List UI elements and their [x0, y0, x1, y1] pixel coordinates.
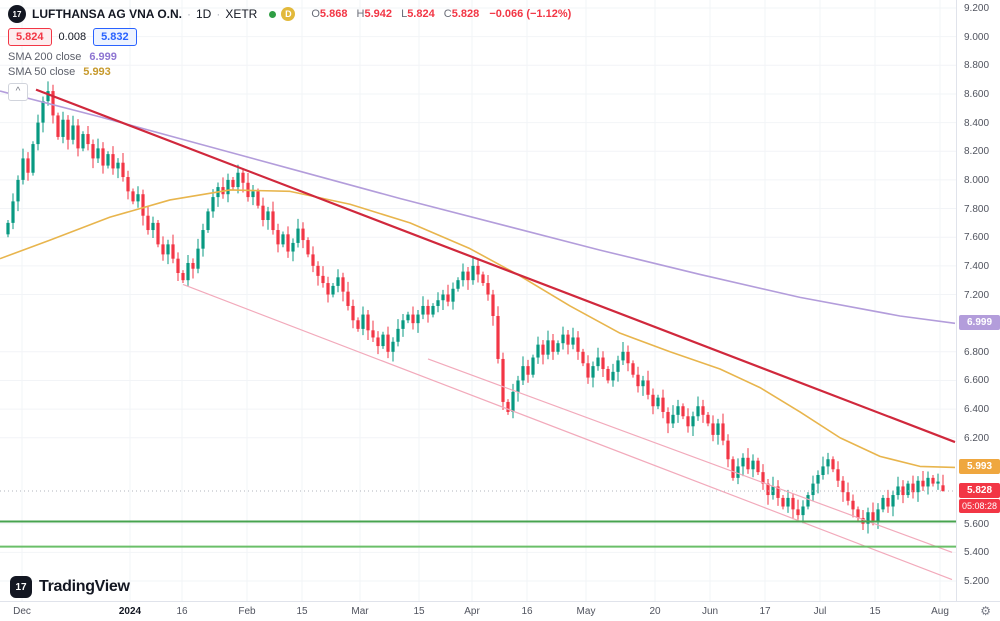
time-axis-label: Dec [13, 606, 31, 617]
time-axis-label: 15 [413, 606, 425, 617]
sma50-label: SMA 50 close [8, 66, 76, 78]
price-axis-label: 6.800 [964, 346, 990, 358]
time-axis-label: 16 [521, 606, 533, 617]
ohlc-readout: O5.868 H5.942 L5.824 C5.828 −0.066 (−1.1… [305, 8, 571, 20]
price-axis-label: 7.600 [964, 232, 990, 244]
chart-legend: 17 LUFTHANSA AG VNA O.N. · 1D · XETR D O… [8, 5, 571, 101]
high-value: 5.942 [364, 8, 392, 20]
sma50-value: 5.993 [83, 66, 111, 78]
price-axis-label: 6.200 [964, 432, 990, 444]
axis-settings-gear-icon[interactable]: ⚙ [980, 604, 991, 618]
candlestick-chart[interactable] [0, 0, 956, 601]
price-axis-label: 8.200 [964, 146, 990, 158]
ask-price[interactable]: 5.832 [93, 28, 137, 46]
legend-collapse-button[interactable]: ^ [8, 83, 28, 101]
low-value: 5.824 [407, 8, 435, 20]
price-axis-label: 8.400 [964, 117, 990, 129]
exchange[interactable]: XETR [225, 7, 258, 21]
tradingview-mini-logo-icon[interactable]: 17 [8, 5, 26, 23]
time-axis-label: 16 [176, 606, 188, 617]
price-axis-label: 5.400 [964, 547, 990, 559]
sma200-price-badge: 6.999 [959, 315, 1000, 331]
price-axis-label: 5.600 [964, 518, 990, 530]
market-status-dot-icon [269, 10, 277, 18]
sma200-value: 6.999 [89, 51, 117, 63]
price-axis-label: 8.800 [964, 60, 990, 72]
change-value: −0.066 (−1.12%) [489, 8, 572, 20]
close-value: 5.828 [451, 8, 480, 20]
time-axis-label: 15 [296, 606, 308, 617]
timeframe[interactable]: 1D [196, 7, 212, 21]
price-axis-label: 7.200 [964, 289, 990, 301]
time-axis-label: Mar [351, 606, 369, 617]
sma200-label: SMA 200 close [8, 51, 82, 63]
price-axis-label: 8.000 [964, 174, 990, 186]
price-axis-label: 8.600 [964, 88, 990, 100]
separator: · [187, 7, 191, 21]
chevron-up-icon: ^ [15, 86, 21, 97]
time-axis-label: Aug [931, 606, 949, 617]
time-axis-label: May [576, 606, 596, 617]
open-label: O [311, 8, 320, 20]
tradingview-logo-icon: 17 [10, 576, 32, 598]
time-axis-label: Apr [464, 606, 480, 617]
indicator-row-sma50[interactable]: SMA 50 close 5.993 [8, 66, 571, 78]
price-axis[interactable]: 9.200 9.000 8.800 8.600 8.400 8.200 8.000 7.800… [956, 0, 1000, 601]
open-value: 5.868 [319, 8, 348, 20]
price-axis-label: 6.400 [964, 404, 990, 416]
data-mode-badge[interactable]: D [281, 7, 296, 21]
candle-countdown-timer: 05:08:28 [959, 499, 1000, 514]
symbol-row: 17 LUFTHANSA AG VNA O.N. · 1D · XETR D O… [8, 5, 571, 23]
high-label: H [356, 8, 365, 20]
tradingview-logo[interactable]: 17 TradingView [10, 576, 130, 598]
spread-value: 0.008 [58, 31, 87, 43]
price-axis-label: 9.200 [964, 3, 990, 14]
time-axis-label-year: 2024 [118, 606, 142, 617]
price-axis-label: 5.200 [964, 576, 990, 587]
sma50-price-badge: 5.993 [959, 459, 1000, 475]
symbol-name[interactable]: LUFTHANSA AG VNA O.N. [32, 7, 182, 21]
time-axis-label: 20 [649, 606, 661, 617]
time-axis-label: Jun [701, 606, 719, 617]
price-axis-label: 9.000 [964, 31, 990, 43]
time-axis-label: Jul [813, 606, 827, 617]
close-label: C [443, 8, 452, 20]
separator: · [216, 7, 221, 21]
price-axis-label: 6.600 [964, 375, 990, 387]
chart-plot-area[interactable] [0, 0, 956, 601]
time-axis-label: 17 [759, 606, 771, 617]
price-axis-label: 7.800 [964, 203, 990, 215]
time-axis-label: Feb [238, 606, 256, 617]
indicator-row-sma200[interactable]: SMA 200 close 6.999 [8, 51, 571, 63]
last-price-badge: 5.828 [959, 483, 1000, 499]
low-label: L [401, 8, 408, 20]
time-axis[interactable]: ⚙ Dec 2024 16 Feb 15 Mar 15 Apr 16 May 20 Jun 17 Jul 1… [0, 601, 1000, 621]
bid-ask-row: 5.824 0.008 5.832 [8, 28, 571, 46]
tradingview-logo-text: TradingView [39, 578, 130, 595]
time-axis-label: 15 [869, 606, 881, 617]
price-axis-label: 7.400 [964, 260, 990, 272]
bid-price[interactable]: 5.824 [8, 28, 52, 46]
